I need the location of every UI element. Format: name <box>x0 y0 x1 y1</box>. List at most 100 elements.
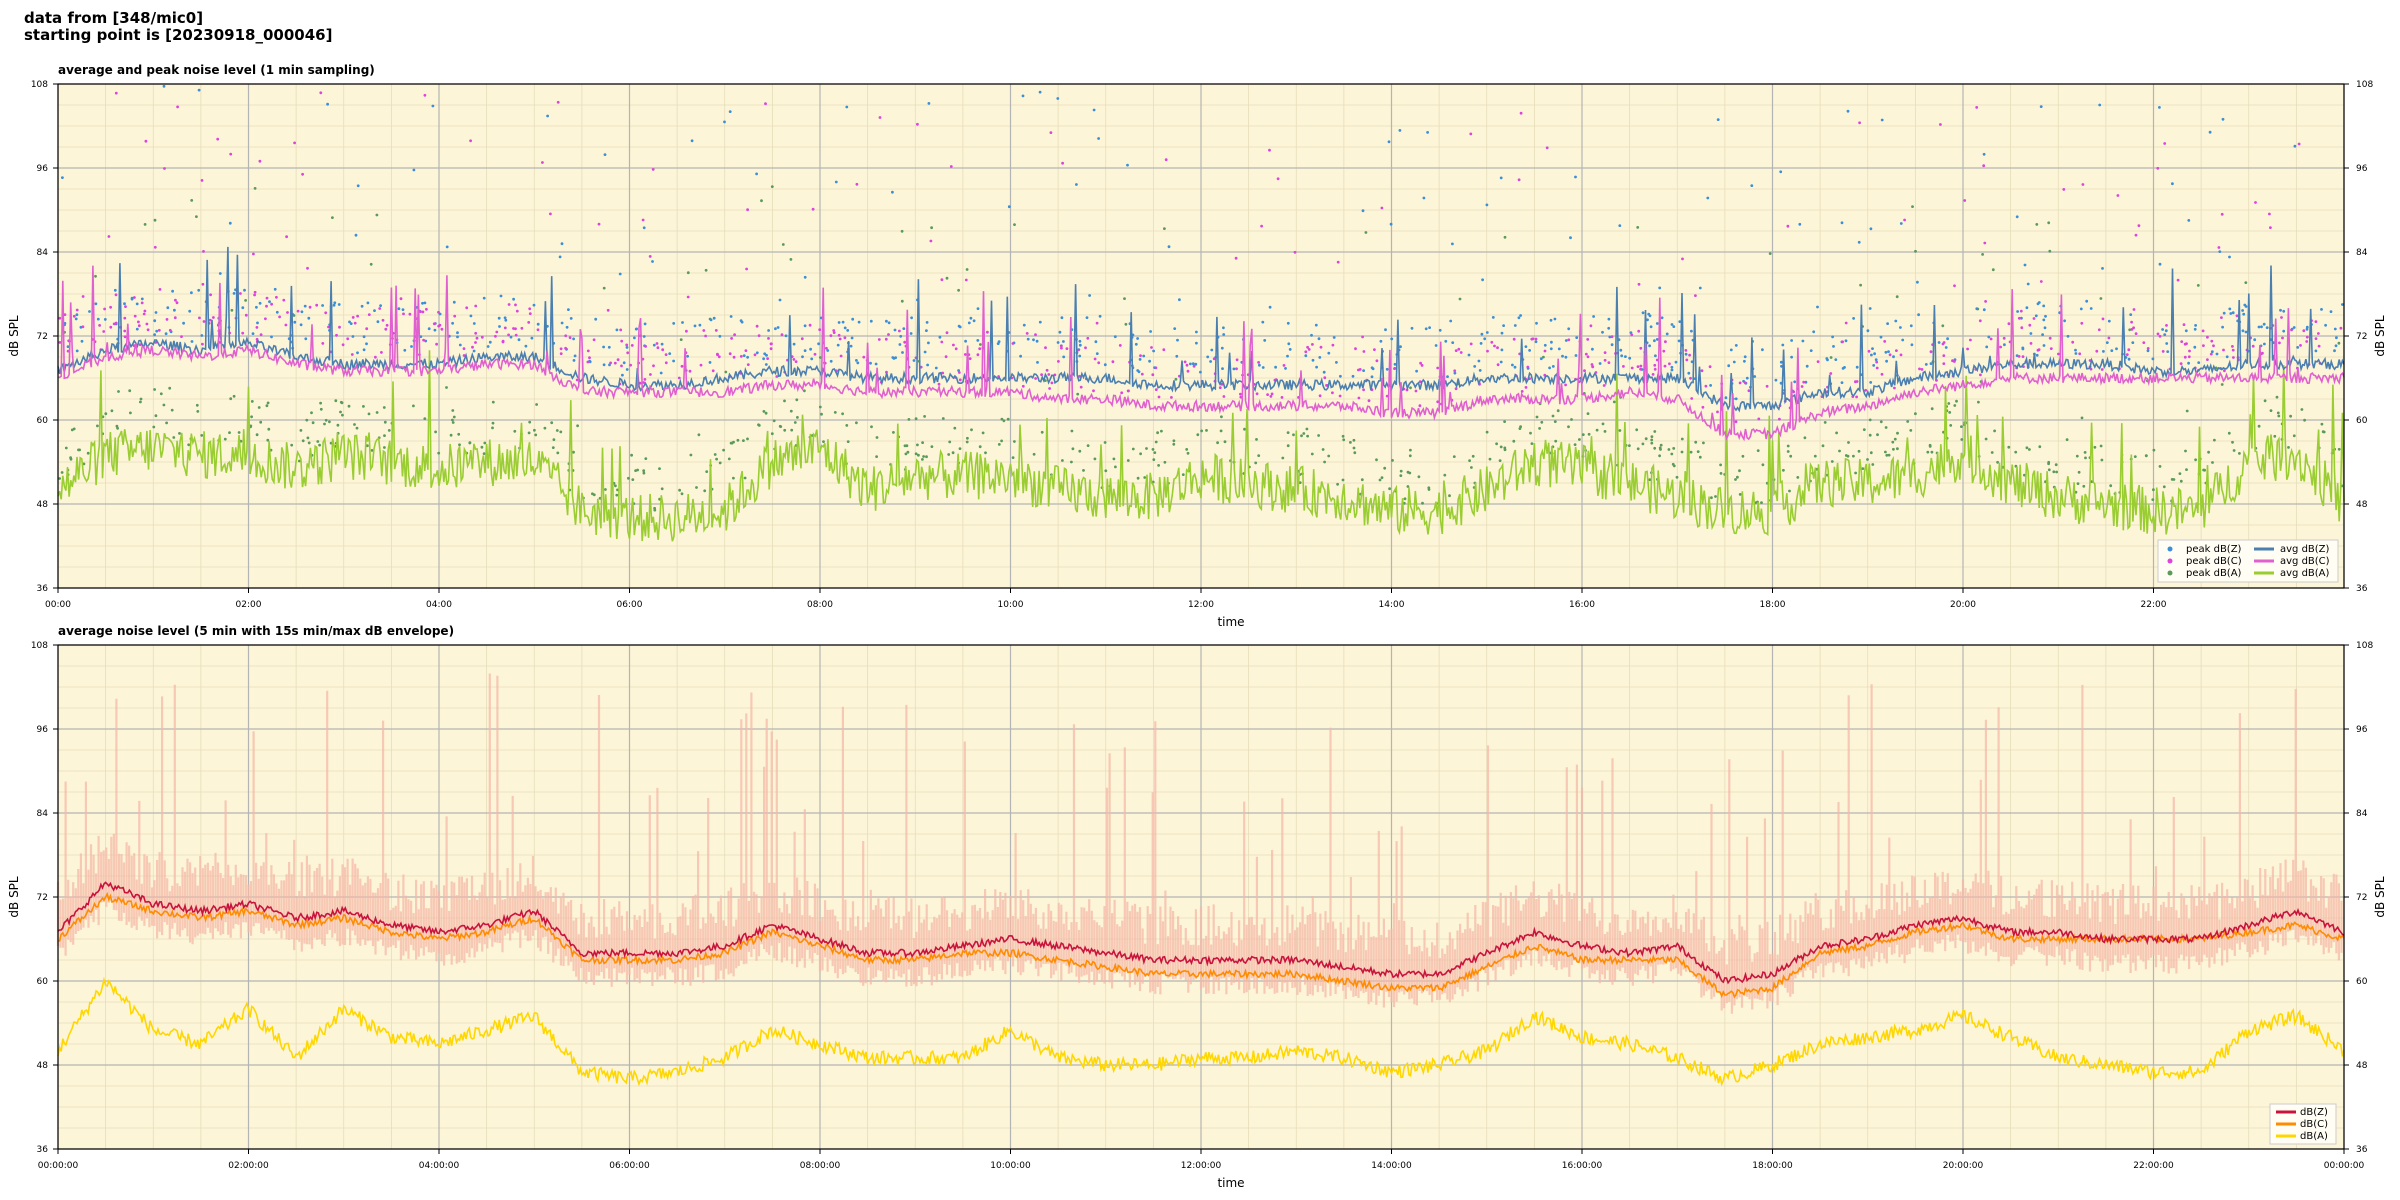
peak-point <box>1895 349 1898 352</box>
peak-point <box>270 335 273 339</box>
peak-point <box>1779 360 1783 364</box>
peak-point <box>2187 219 2191 222</box>
peak-point <box>1550 340 1553 344</box>
peak-point <box>733 333 736 337</box>
peak-point <box>2095 349 2099 353</box>
peak-point <box>715 457 718 461</box>
peak-point <box>925 321 929 324</box>
peak-point <box>2042 304 2046 308</box>
peak-point <box>341 343 345 347</box>
peak-point <box>2166 350 2170 353</box>
peak-point <box>1154 366 1158 370</box>
peak-point <box>1888 353 1892 357</box>
peak-point <box>1232 367 1236 371</box>
peak-point <box>945 276 949 280</box>
peak-point <box>1062 340 1065 343</box>
peak-point <box>195 403 199 407</box>
peak-point <box>491 426 494 430</box>
peak-point <box>1838 449 1841 453</box>
peak-point <box>1989 337 1993 341</box>
peak-point <box>898 329 901 333</box>
peak-point <box>61 176 64 180</box>
peak-point <box>856 361 860 365</box>
peak-point <box>1953 284 1956 288</box>
peak-point <box>354 233 358 237</box>
peak-point <box>1383 466 1387 470</box>
peak-point <box>1022 323 1026 327</box>
peak-point <box>2130 320 2134 324</box>
peak-point <box>2129 313 2133 316</box>
peak-point <box>432 322 436 326</box>
peak-point <box>1539 357 1543 361</box>
peak-point <box>1861 467 1865 470</box>
peak-point <box>644 457 648 460</box>
series-line-avg_dbc <box>58 265 2345 442</box>
peak-point <box>133 296 136 299</box>
peak-point <box>133 314 137 318</box>
peak-point <box>503 326 507 330</box>
peak-point <box>664 353 668 356</box>
peak-point <box>1261 320 1265 324</box>
peak-point <box>1181 473 1185 476</box>
peak-point <box>775 375 779 378</box>
peak-point <box>2238 452 2241 455</box>
peak-point <box>58 477 61 480</box>
peak-point <box>1050 381 1054 385</box>
peak-point <box>474 331 478 335</box>
peak-point <box>1186 369 1190 373</box>
peak-point <box>1803 436 1807 440</box>
peak-point <box>1831 335 1834 339</box>
peak-point <box>310 411 313 415</box>
peak-point <box>2279 308 2282 312</box>
peak-point <box>1914 249 1917 253</box>
peak-point <box>2254 201 2257 204</box>
peak-point <box>869 361 872 365</box>
peak-point <box>507 303 511 306</box>
peak-point <box>1503 420 1506 423</box>
peak-point <box>321 342 325 345</box>
peak-point <box>1665 332 1669 336</box>
y-tick-label: 84 <box>37 248 49 258</box>
peak-point <box>1470 466 1473 469</box>
peak-point <box>1078 343 1082 347</box>
peak-point <box>2047 221 2051 225</box>
peak-point <box>1556 409 1560 413</box>
peak-point <box>1847 441 1850 444</box>
peak-point <box>586 349 590 353</box>
y-tick-label: 72 <box>37 893 48 903</box>
peak-point <box>1352 438 1356 442</box>
peak-point <box>1380 206 1384 210</box>
x-tick-label: 02:00 <box>236 600 262 610</box>
peak-point <box>324 311 328 315</box>
y-tick-label: 48 <box>37 500 49 510</box>
peak-point <box>2089 307 2093 310</box>
peak-point <box>2125 353 2129 356</box>
peak-point <box>96 424 99 428</box>
peak-point <box>323 422 326 426</box>
peak-point <box>2202 344 2205 347</box>
x-axis-label: time <box>1217 615 1244 629</box>
peak-point <box>1124 322 1128 326</box>
peak-point <box>259 333 263 336</box>
peak-point <box>717 355 721 359</box>
peak-point <box>153 388 157 391</box>
peak-point <box>469 139 472 143</box>
peak-point <box>614 484 617 488</box>
peak-point <box>1911 205 1914 209</box>
peak-point <box>514 327 517 331</box>
peak-point <box>2015 215 2019 219</box>
peak-point <box>1630 366 1634 370</box>
peak-point <box>1880 372 1884 376</box>
peak-point <box>365 342 368 346</box>
peak-point <box>1914 412 1917 416</box>
peak-point <box>175 301 179 305</box>
peak-point <box>996 342 1000 345</box>
peak-point <box>940 340 944 344</box>
peak-point <box>1628 444 1631 447</box>
peak-point <box>2049 347 2053 350</box>
peak-point <box>1681 257 1684 261</box>
peak-point <box>376 320 380 324</box>
peak-point <box>362 335 366 339</box>
peak-point <box>838 337 842 341</box>
peak-point <box>2019 309 2023 313</box>
